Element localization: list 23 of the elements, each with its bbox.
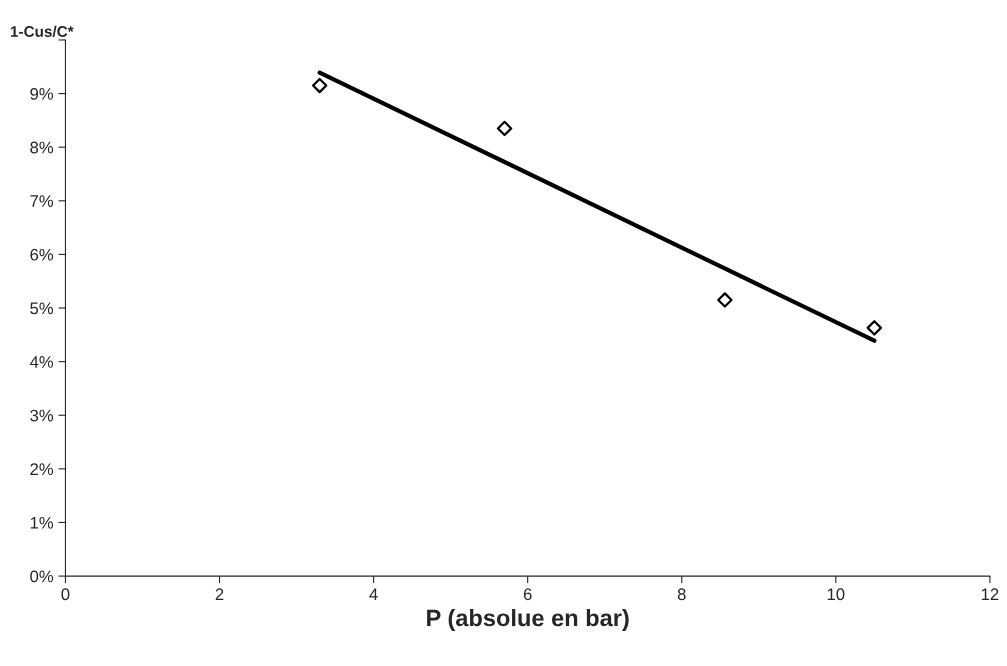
x-tick-label: 2	[215, 588, 224, 600]
x-tick-label: 6	[523, 588, 532, 601]
y-tick-label: 2%	[30, 463, 54, 475]
y-tick-label: 1%	[30, 516, 54, 529]
y-tick-label: 4%	[29, 356, 54, 368]
y-tick-label: 8%	[30, 141, 54, 154]
y-tick-label: 3%	[30, 409, 54, 422]
x-axis-title: P (absolue en bar)	[427, 608, 629, 631]
x-tick-label: 12	[981, 588, 999, 600]
point	[496, 120, 513, 137]
y-tick-label: 0%	[30, 570, 54, 583]
x-tick-label: 4	[369, 588, 378, 600]
x-tick-label: 10	[827, 588, 845, 601]
point	[311, 77, 328, 94]
x-tick-label: 8	[677, 588, 686, 601]
point	[866, 320, 883, 336]
y-tick-label: 5%	[30, 302, 54, 315]
y-tick-label: 6%	[30, 248, 54, 261]
y-axis-title: 1-Cus/C*	[10, 25, 74, 38]
y-tick-label: 9%	[30, 87, 54, 100]
point	[717, 292, 733, 308]
y-tick-label: 7%	[30, 195, 54, 207]
x-tick-label: 0	[61, 588, 70, 601]
